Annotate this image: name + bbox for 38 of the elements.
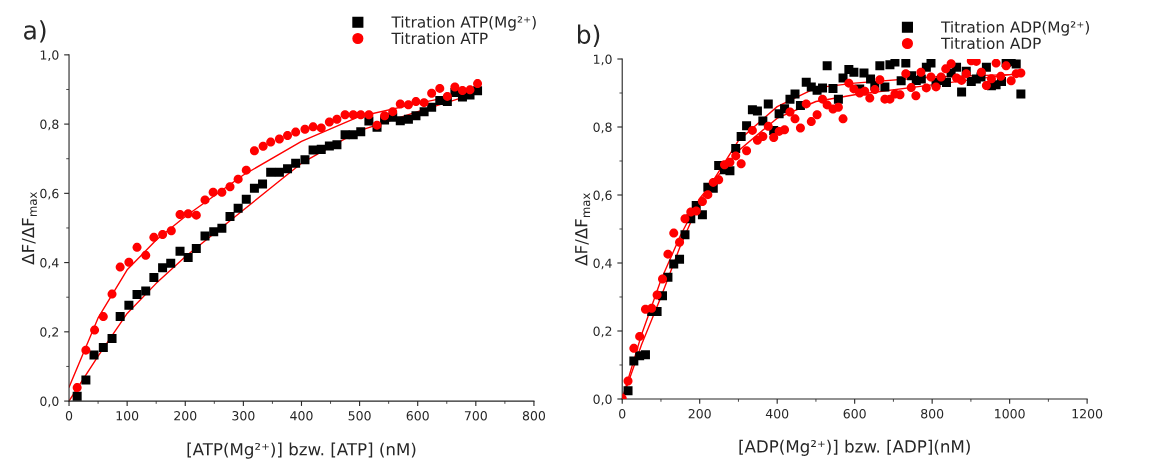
x-tick-label: 200	[174, 411, 197, 421]
y-tick-label: 0,8	[40, 119, 59, 131]
x-tick-label: 800	[522, 411, 546, 421]
x-tick-label: 700	[464, 411, 487, 421]
y-axis-title: ΔF/ΔF$_{max}$	[575, 193, 591, 266]
y-tick-label: 0,4	[593, 258, 612, 270]
x-tick-label: 1000	[995, 408, 1025, 419]
text: b)	[578, 24, 600, 47]
legend-label: Titration ADP	[941, 37, 1041, 50]
x-tick-label: 300	[232, 411, 255, 421]
legend-label: Titration ATP(Mg²⁺)	[391, 15, 536, 31]
x-tick-label: 400	[765, 408, 789, 419]
text: a)	[24, 20, 46, 43]
y-axis-title: ΔF/ΔF$_{max}$	[21, 192, 37, 265]
y-tick-label: 0,0	[40, 396, 59, 408]
y-tick-label: 0,8	[593, 122, 612, 134]
legend-label: Titration ADP(Mg²⁺)	[941, 20, 1089, 36]
x-tick-label: 400	[290, 411, 313, 421]
x-tick-label: 0	[65, 411, 73, 421]
y-tick-label: 0,6	[593, 190, 612, 202]
y-tick-label: 1,0	[593, 54, 612, 66]
x-tick-label: 600	[406, 411, 429, 421]
x-tick-label: 100	[116, 411, 139, 421]
y-tick-label: 0,2	[593, 326, 612, 338]
y-tick-label: 0,0	[593, 394, 612, 406]
x-tick-label: 1200	[1072, 408, 1103, 419]
x-axis-title: [ADP(Mg²⁺)] bzw. [ADP](nM)	[739, 439, 970, 456]
legend-label: Titration ATP	[391, 32, 488, 45]
x-tick-label: 800	[921, 408, 944, 419]
y-tick-label: 1,0	[40, 50, 59, 62]
y-tick-label: 0,2	[40, 327, 59, 339]
x-tick-label: 200	[688, 408, 711, 419]
x-tick-label: 0	[619, 408, 626, 419]
x-tick-label: 500	[348, 411, 371, 421]
y-tick-label: 0,4	[40, 258, 59, 269]
x-tick-label: 600	[843, 408, 866, 419]
x-axis-title: [ATP(Mg²⁺)] bzw. [ATP] (nM)	[187, 442, 416, 459]
y-tick-label: 0,6	[40, 188, 59, 200]
